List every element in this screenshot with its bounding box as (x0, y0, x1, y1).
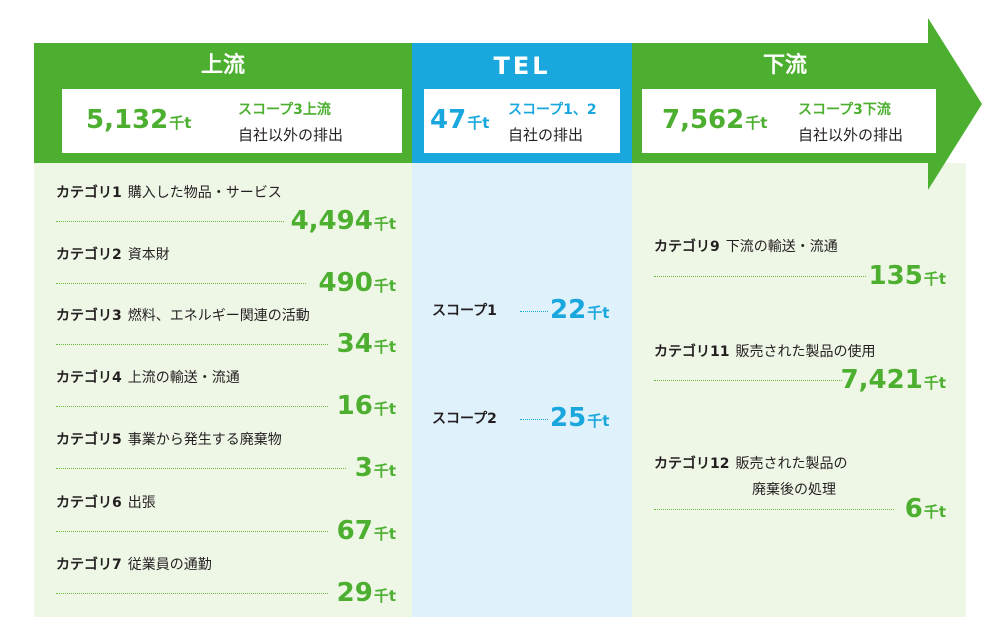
category-12-value: 6千t (904, 494, 946, 524)
category-6-leader (56, 531, 328, 532)
category-5-label: カテゴリ5 事業から発生する廃棄物 (56, 432, 282, 448)
category-11-value: 7,421千t (840, 365, 946, 395)
category-7-label: カテゴリ7 従業員の通勤 (56, 557, 212, 573)
tel-panel (412, 163, 632, 617)
category-9-label: カテゴリ9 下流の輸送・流通 (654, 239, 838, 255)
upstream-title: 上流 (200, 53, 245, 78)
category-6-label: カテゴリ6 出張 (56, 495, 156, 511)
downstream-title: 下流 (762, 53, 807, 78)
category-6-value: 67千t (336, 516, 396, 546)
category-2-value: 490千t (318, 268, 396, 298)
category-7-leader (56, 593, 328, 594)
tel-title: TEL (493, 52, 551, 80)
scope-1-value: 22千t (550, 295, 610, 325)
scope-1-label: スコープ1 (432, 303, 497, 319)
category-4-label: カテゴリ4 上流の輸送・流通 (56, 370, 240, 386)
category-3-value: 34千t (336, 329, 396, 359)
category-12-leader (654, 509, 894, 510)
category-1-value: 4,494千t (290, 206, 396, 236)
category-5-leader (56, 468, 346, 469)
category-9-leader (654, 276, 866, 277)
downstream-panel (632, 163, 966, 617)
category-11-label: カテゴリ11 販売された製品の使用 (654, 344, 876, 360)
upstream-panel (34, 163, 412, 617)
scope-2-value: 25千t (550, 403, 610, 433)
scope-1-leader (520, 311, 548, 312)
scope-2-leader (520, 419, 548, 420)
tel-total: 47千t (430, 105, 490, 135)
upstream-summary-box: 5,132千t スコープ3上流 自社以外の排出 (62, 89, 402, 153)
category-1-label: カテゴリ1 購入した物品・サービス (56, 185, 282, 201)
category-11-leader (654, 380, 842, 381)
scope-2-label: スコープ2 (432, 411, 497, 427)
category-12-label: カテゴリ12 販売された製品の (654, 456, 848, 472)
category-2-leader (56, 283, 306, 284)
category-3-label: カテゴリ3 燃料、エネルギー関連の活動 (56, 308, 310, 324)
category-12-label-line2: 廃棄後の処理 (752, 482, 836, 498)
tel-desc: 自社の排出 (508, 126, 584, 144)
upstream-desc: 自社以外の排出 (238, 126, 344, 144)
category-4-value: 16千t (336, 391, 396, 421)
tel-summary-box: 47千t スコープ1、2 自社の排出 (424, 89, 620, 153)
tel-scope-label: スコープ1、2 (508, 102, 597, 118)
category-7-value: 29千t (336, 578, 396, 608)
upstream-scope-label: スコープ3上流 (238, 102, 331, 118)
category-2-label: カテゴリ2 資本財 (56, 247, 170, 263)
category-9-value: 135千t (868, 261, 946, 291)
upstream-total: 5,132千t (86, 105, 192, 135)
downstream-summary-box: 7,562千t スコープ3下流 自社以外の排出 (642, 89, 936, 153)
downstream-scope-label: スコープ3下流 (798, 102, 891, 118)
category-3-leader (56, 344, 328, 345)
category-1-leader (56, 221, 284, 222)
category-4-leader (56, 406, 328, 407)
downstream-total: 7,562千t (662, 105, 768, 135)
category-5-value: 3千t (354, 453, 396, 483)
downstream-desc: 自社以外の排出 (798, 126, 904, 144)
